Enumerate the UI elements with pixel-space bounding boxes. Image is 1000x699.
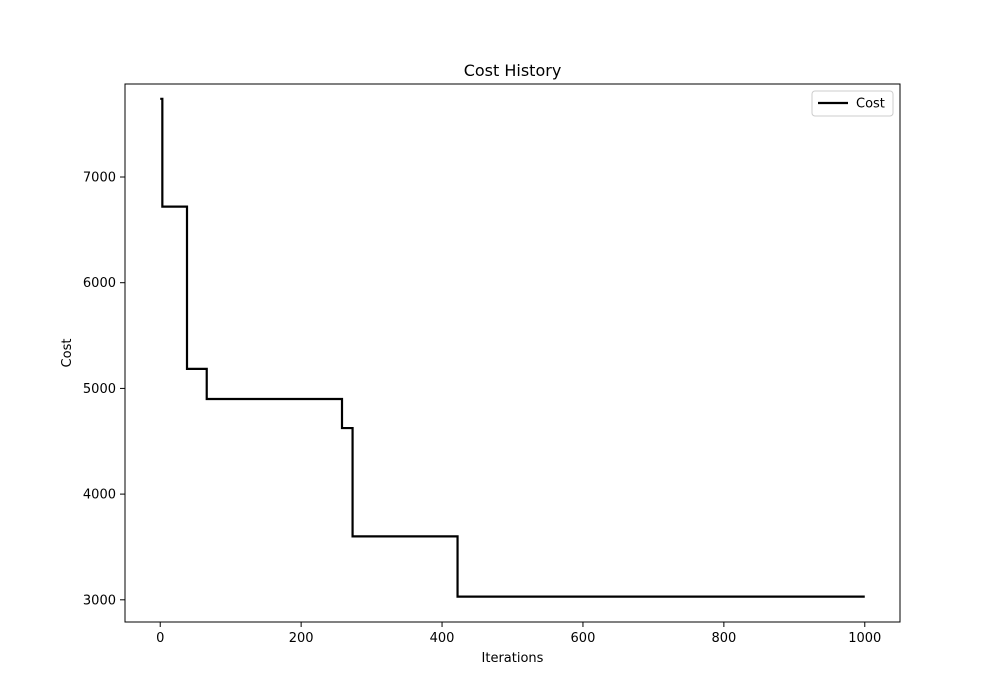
- y-tick-label: 3000: [83, 593, 116, 608]
- x-axis-label: Iterations: [482, 651, 544, 666]
- chart-title: Cost History: [464, 61, 562, 80]
- y-tick-label: 4000: [83, 488, 116, 503]
- x-tick-label: 400: [430, 631, 455, 646]
- legend-label-cost: Cost: [856, 97, 885, 112]
- y-axis-ticks: 3000 4000 5000 6000 7000: [83, 171, 125, 608]
- plot-frame: [124, 83, 901, 623]
- plot-area: [125, 84, 900, 622]
- x-tick-label: 200: [289, 631, 314, 646]
- y-tick-label: 5000: [83, 382, 116, 397]
- legend-box: [811, 90, 894, 117]
- y-axis-label: Cost: [60, 339, 75, 368]
- x-tick-label: 1000: [848, 631, 881, 646]
- x-tick-label: 600: [571, 631, 596, 646]
- series-line-cost: [160, 97, 865, 598]
- x-tick-label: 800: [711, 631, 736, 646]
- y-tick-label: 7000: [83, 171, 116, 186]
- x-axis-ticks: 0 200 400 600 800 1000: [156, 622, 881, 646]
- y-tick-label: 6000: [83, 276, 116, 291]
- x-tick-label: 0: [156, 631, 164, 646]
- legend: Cost: [811, 90, 894, 117]
